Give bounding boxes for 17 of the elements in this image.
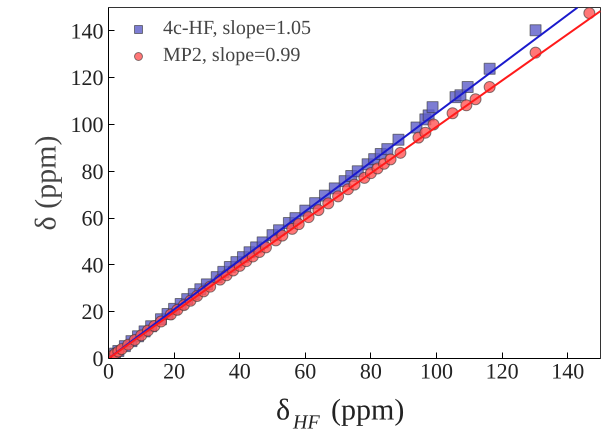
- y-tick-label: 20: [82, 299, 104, 324]
- y-tick-label: 100: [70, 112, 104, 137]
- y-tick-label: 40: [82, 252, 104, 278]
- y-tick-label: 120: [70, 65, 104, 90]
- y-tick-label: 80: [82, 158, 104, 184]
- x-tick-label: 20: [163, 358, 186, 384]
- legend-label: MP2, slope=0.99: [163, 44, 300, 67]
- y-tick-label: 60: [82, 206, 104, 231]
- legend-label: 4c-HF, slope=1.05: [163, 17, 311, 40]
- x-tick-label: 80: [360, 358, 382, 384]
- x-tick-label: 40: [228, 358, 251, 384]
- y-tick-label: 140: [70, 18, 104, 44]
- x-tick-label: 140: [551, 358, 584, 384]
- y-axis-title: δ (ppm): [30, 136, 62, 230]
- x-tick-label: 100: [420, 358, 453, 384]
- x-tick-label: 120: [486, 358, 519, 384]
- x-tick-label: 60: [294, 358, 316, 384]
